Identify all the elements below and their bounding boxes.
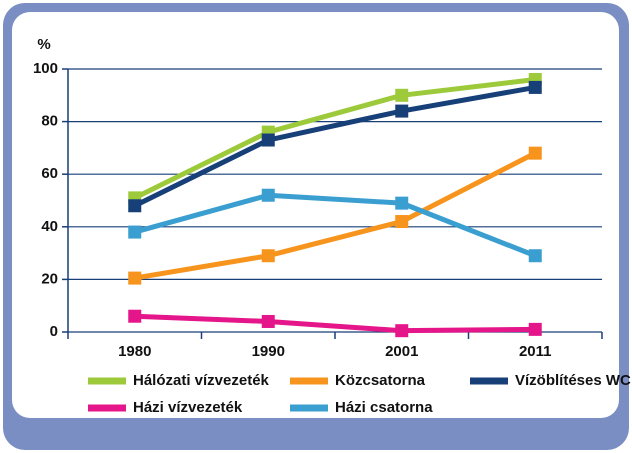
y-tick-label: 40 <box>41 218 58 235</box>
point <box>395 215 409 229</box>
x-tick-label: 2011 <box>519 343 552 360</box>
point <box>128 225 142 239</box>
point <box>395 88 409 102</box>
x-tick-label: 1980 <box>118 343 151 360</box>
point <box>528 249 542 263</box>
legend-label: Vízöblítéses WC <box>515 372 631 389</box>
y-tick-label: 20 <box>41 270 58 287</box>
legend-label: Hálózati vízvezeték <box>133 372 270 389</box>
series-line <box>134 192 537 259</box>
point <box>261 188 275 202</box>
series-line <box>134 150 537 281</box>
point <box>528 322 542 336</box>
x-tick-label: 2001 <box>385 343 418 360</box>
point <box>261 133 275 147</box>
point <box>395 324 409 338</box>
y-tick-label: 0 <box>50 323 58 340</box>
point <box>395 196 409 210</box>
point <box>261 314 275 328</box>
legend-label: Közcsatorna <box>335 372 426 389</box>
y-tick-label: 100 <box>33 60 58 77</box>
point <box>528 146 542 160</box>
x-tick-label: 1990 <box>252 343 285 360</box>
series-line <box>134 313 536 334</box>
point <box>128 271 142 285</box>
y-tick-label: 60 <box>41 165 58 182</box>
point <box>128 309 142 323</box>
legend-label: Házi vízvezeték <box>133 399 243 416</box>
series-line <box>133 77 536 201</box>
point <box>128 199 142 213</box>
point <box>395 104 409 118</box>
legend-label: Házi csatorna <box>335 399 433 416</box>
point <box>261 249 275 263</box>
point <box>528 80 542 94</box>
y-axis-label: % <box>37 36 50 53</box>
series-line <box>133 84 536 209</box>
y-tick-label: 80 <box>41 113 58 130</box>
